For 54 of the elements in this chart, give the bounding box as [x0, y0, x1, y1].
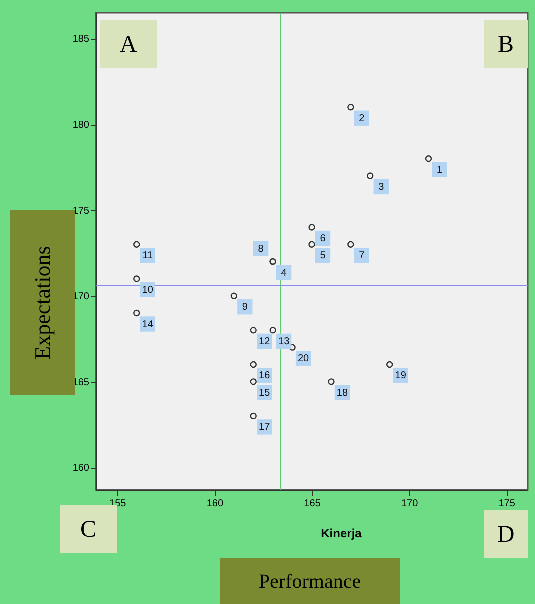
annotation: 19	[395, 370, 407, 382]
point	[250, 378, 257, 386]
annotation: 1	[436, 164, 443, 176]
x-axis-title: Kinerja	[321, 526, 362, 540]
annotation: 8	[258, 244, 264, 255]
point	[308, 224, 316, 231]
point	[270, 327, 276, 334]
point	[348, 104, 354, 111]
annotation: 20	[298, 354, 310, 365]
annotation: 10	[142, 284, 154, 296]
x-tick-label: 160	[206, 498, 224, 510]
point	[250, 327, 257, 334]
text: Performance	[258, 571, 362, 593]
annotation: 9	[242, 302, 248, 314]
annotation: 15	[259, 388, 271, 399]
y-tick-label: 165	[72, 377, 90, 388]
annotation: 17	[259, 422, 271, 434]
annotation: 13	[278, 336, 290, 348]
x-tick-label: 165	[304, 498, 322, 510]
text: C	[80, 517, 97, 543]
x-tick-label: 170	[401, 498, 419, 510]
annotation: A	[120, 32, 138, 58]
annotation: 3	[378, 182, 385, 194]
point	[425, 156, 432, 162]
y-axis-title: Expectations	[30, 246, 55, 360]
point	[230, 292, 238, 300]
y-tick-label: 175	[72, 206, 90, 217]
y-tick-label: 185	[72, 34, 90, 46]
point	[308, 241, 316, 248]
annotation: 11	[142, 250, 154, 262]
annotation: 2	[359, 113, 366, 124]
annotation: 16	[259, 370, 271, 382]
point	[328, 378, 335, 386]
annotation: B	[498, 32, 514, 58]
point	[386, 361, 394, 368]
point	[289, 344, 296, 351]
annotation: 6	[320, 233, 326, 244]
point	[134, 310, 140, 317]
annotation: 14	[142, 319, 154, 330]
y-tick-label: 160	[72, 463, 90, 474]
text: D	[497, 522, 515, 548]
annotation: 7	[359, 250, 366, 262]
point	[348, 241, 354, 248]
point	[134, 241, 140, 248]
point	[134, 276, 140, 282]
annotation: 4	[281, 268, 288, 279]
annotation: 12	[259, 336, 271, 348]
x-tick-label: 175	[498, 498, 516, 510]
point	[250, 412, 257, 420]
y-tick-label: 180	[72, 120, 90, 132]
point	[250, 361, 257, 368]
annotation: 5	[320, 250, 326, 262]
point	[367, 172, 374, 180]
annotation: 18	[336, 388, 348, 399]
